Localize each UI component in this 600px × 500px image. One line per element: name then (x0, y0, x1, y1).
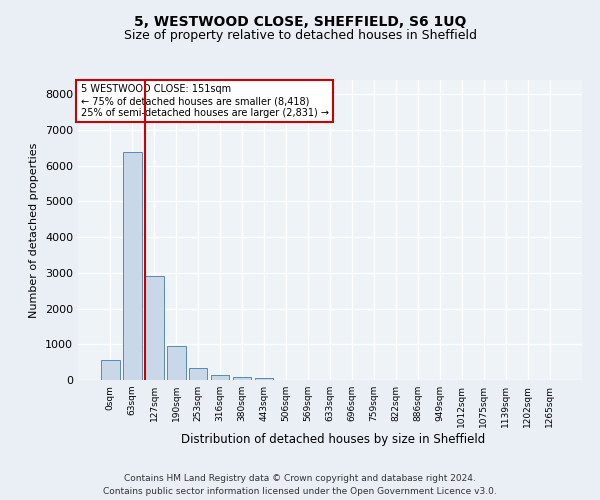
Text: 5 WESTWOOD CLOSE: 151sqm
← 75% of detached houses are smaller (8,418)
25% of sem: 5 WESTWOOD CLOSE: 151sqm ← 75% of detach… (80, 84, 329, 117)
Bar (189, 368, 208, 380)
Bar (145, 276, 164, 380)
Text: Size of property relative to detached houses in Sheffield: Size of property relative to detached ho… (124, 29, 476, 42)
Text: Contains HM Land Registry data © Crown copyright and database right 2024.: Contains HM Land Registry data © Crown c… (124, 474, 476, 483)
Bar (123, 152, 142, 380)
Text: Distribution of detached houses by size in Sheffield: Distribution of detached houses by size … (181, 432, 485, 446)
Bar (233, 377, 251, 380)
Bar (255, 378, 274, 380)
Text: 5, WESTWOOD CLOSE, SHEFFIELD, S6 1UQ: 5, WESTWOOD CLOSE, SHEFFIELD, S6 1UQ (134, 15, 466, 29)
Bar (167, 346, 185, 380)
Bar (101, 360, 119, 380)
Text: Contains public sector information licensed under the Open Government Licence v3: Contains public sector information licen… (103, 488, 497, 496)
Bar (211, 374, 229, 380)
Y-axis label: Number of detached properties: Number of detached properties (29, 142, 40, 318)
